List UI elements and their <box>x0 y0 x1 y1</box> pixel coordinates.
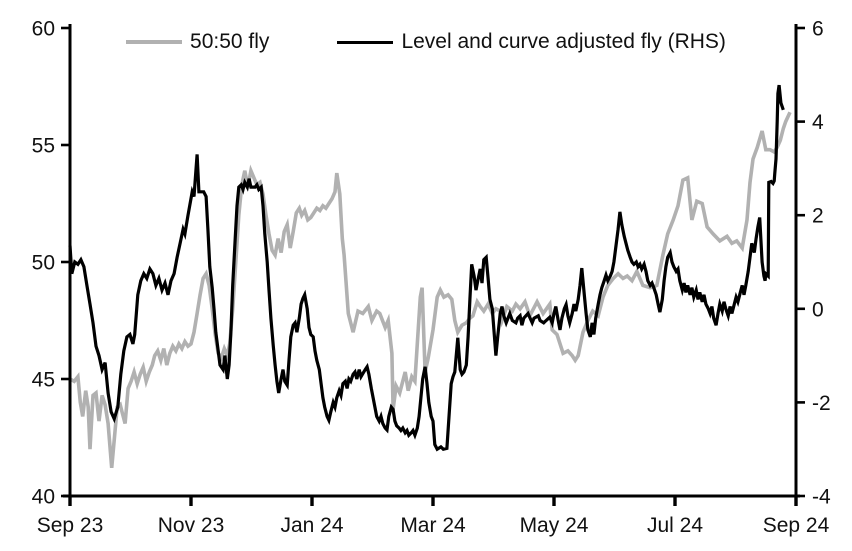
left-axis-tick-label: 45 <box>32 369 55 392</box>
left-axis-tick-label: 40 <box>32 486 55 509</box>
x-axis-tick-label: May 24 <box>520 514 589 537</box>
right-axis-tick-label: 4 <box>812 111 824 134</box>
series-line-level-curve-adjusted-fly <box>68 84 785 452</box>
left-axis-tick-label: 50 <box>32 252 55 275</box>
x-axis-tick-label: Nov 23 <box>158 514 225 537</box>
right-axis-tick-label: -4 <box>812 486 831 509</box>
series-line-5050-fly <box>69 111 792 469</box>
right-axis-tick-label: -2 <box>812 392 831 415</box>
x-axis-tick-label: Jan 24 <box>280 514 343 537</box>
right-axis-tick-label: 6 <box>812 18 824 41</box>
x-axis-tick-label: Jul 24 <box>647 514 703 537</box>
left-axis-tick-label: 60 <box>32 18 55 41</box>
x-axis-tick-label: Sep 24 <box>763 514 830 537</box>
right-axis-tick-label: 2 <box>812 205 824 228</box>
left-axis-tick-label: 55 <box>32 135 55 158</box>
right-axis-tick-label: 0 <box>812 298 824 321</box>
x-axis-tick-label: Mar 24 <box>400 514 466 537</box>
x-axis-tick-label: Sep 23 <box>37 514 104 537</box>
